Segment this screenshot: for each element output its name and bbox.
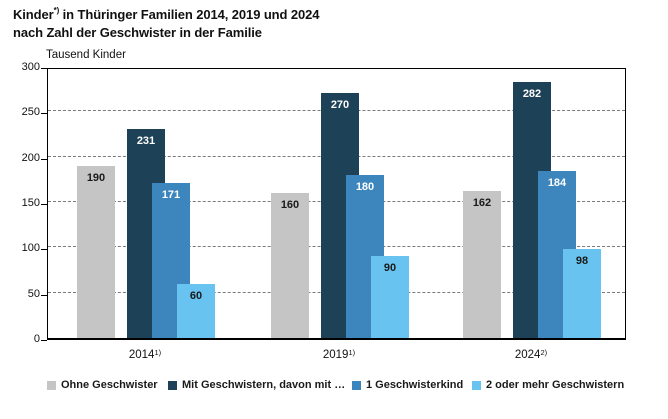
bar-ohne-geschwister-2019: 160	[271, 192, 309, 338]
bar-value-label: 60	[189, 289, 203, 302]
bar-value-label: 98	[575, 255, 589, 268]
legend-label: 1 Geschwisterkind	[366, 379, 464, 391]
bar-ohne-geschwister-2024: 162	[463, 191, 501, 338]
bar-value-label: 160	[280, 198, 300, 211]
legend-swatch-icon	[168, 380, 177, 390]
chart-title-text: Kinder	[13, 7, 54, 22]
y-axis-label-100: 100	[21, 242, 40, 255]
bar-value-label: 184	[547, 177, 567, 190]
title-footnote-mark: *)	[53, 6, 60, 15]
x-axis-label-2024: 20242)	[486, 348, 576, 361]
y-axis-tick	[41, 340, 47, 341]
legend-item-ohne-geschwister: Ohne Geschwister	[47, 377, 158, 393]
x-axis-label-2014: 20141)	[100, 348, 190, 361]
legend-swatch-icon	[352, 380, 361, 390]
plot-area: 190 231 171 60 160 270 180 90 162 282 184 98	[47, 68, 626, 340]
y-axis-tick	[41, 204, 47, 205]
y-axis-label-0: 0	[33, 333, 40, 345]
x-axis-year: 2014	[128, 349, 155, 361]
legend-item-mit-geschwistern: Mit Geschwistern, davon mit …	[168, 377, 345, 393]
y-axis-tick	[41, 158, 47, 160]
legend-label: Mit Geschwistern, davon mit …	[182, 379, 346, 391]
bar-zwei-oder-mehr-2014: 60	[177, 283, 215, 338]
bar-value-label: 231	[136, 134, 156, 147]
legend: Ohne Geschwister Mit Geschwistern, davon…	[0, 377, 668, 395]
y-axis-label-50: 50	[27, 287, 40, 300]
x-axis-footnote-mark: 2)	[540, 348, 548, 357]
legend-item-2-oder-mehr-geschwistern: 2 oder mehr Geschwistern	[472, 377, 624, 393]
x-axis-year: 2019	[322, 349, 349, 361]
legend-label: 2 oder mehr Geschwistern	[486, 379, 625, 391]
chart-title-rest: in Thüringer Familien 2014, 2019 und 202…	[59, 7, 320, 22]
bar-value-label: 90	[383, 262, 397, 275]
y-axis-tick	[41, 68, 47, 69]
bar-value-label: 171	[161, 188, 181, 201]
bar-zwei-oder-mehr-2024: 98	[563, 249, 601, 338]
legend-swatch-icon	[472, 380, 481, 390]
x-axis-year: 2024	[514, 349, 541, 361]
bar-ohne-geschwister-2014: 190	[77, 165, 115, 338]
chart-title-line1: Kinder*) in Thüringer Familien 2014, 201…	[13, 6, 320, 22]
bar-value-label: 282	[522, 88, 542, 101]
legend-swatch-icon	[47, 380, 56, 390]
chart-title-line2: nach Zahl der Geschwister in der Familie	[13, 25, 262, 40]
x-axis-footnote-mark: 1)	[348, 348, 356, 357]
y-axis-tick	[41, 113, 47, 115]
y-axis-tick	[41, 249, 47, 251]
y-axis-unit-label: Tausend Kinder	[46, 49, 126, 61]
bar-value-label: 190	[86, 171, 106, 184]
y-axis-label-250: 250	[21, 106, 40, 119]
x-axis-label-2019: 20191)	[294, 348, 384, 361]
y-axis-label-200: 200	[21, 151, 40, 164]
y-axis-tick	[41, 294, 47, 296]
legend-label: Ohne Geschwister	[61, 379, 158, 391]
x-axis-footnote-mark: 1)	[154, 348, 162, 357]
bar-value-label: 180	[355, 180, 375, 193]
y-axis-label-300: 300	[21, 61, 40, 73]
y-axis-label-150: 150	[21, 197, 40, 209]
bar-value-label: 162	[472, 197, 492, 210]
legend-item-1-geschwisterkind: 1 Geschwisterkind	[352, 377, 463, 393]
bar-zwei-oder-mehr-2019: 90	[371, 256, 409, 338]
bar-value-label: 270	[330, 99, 350, 112]
